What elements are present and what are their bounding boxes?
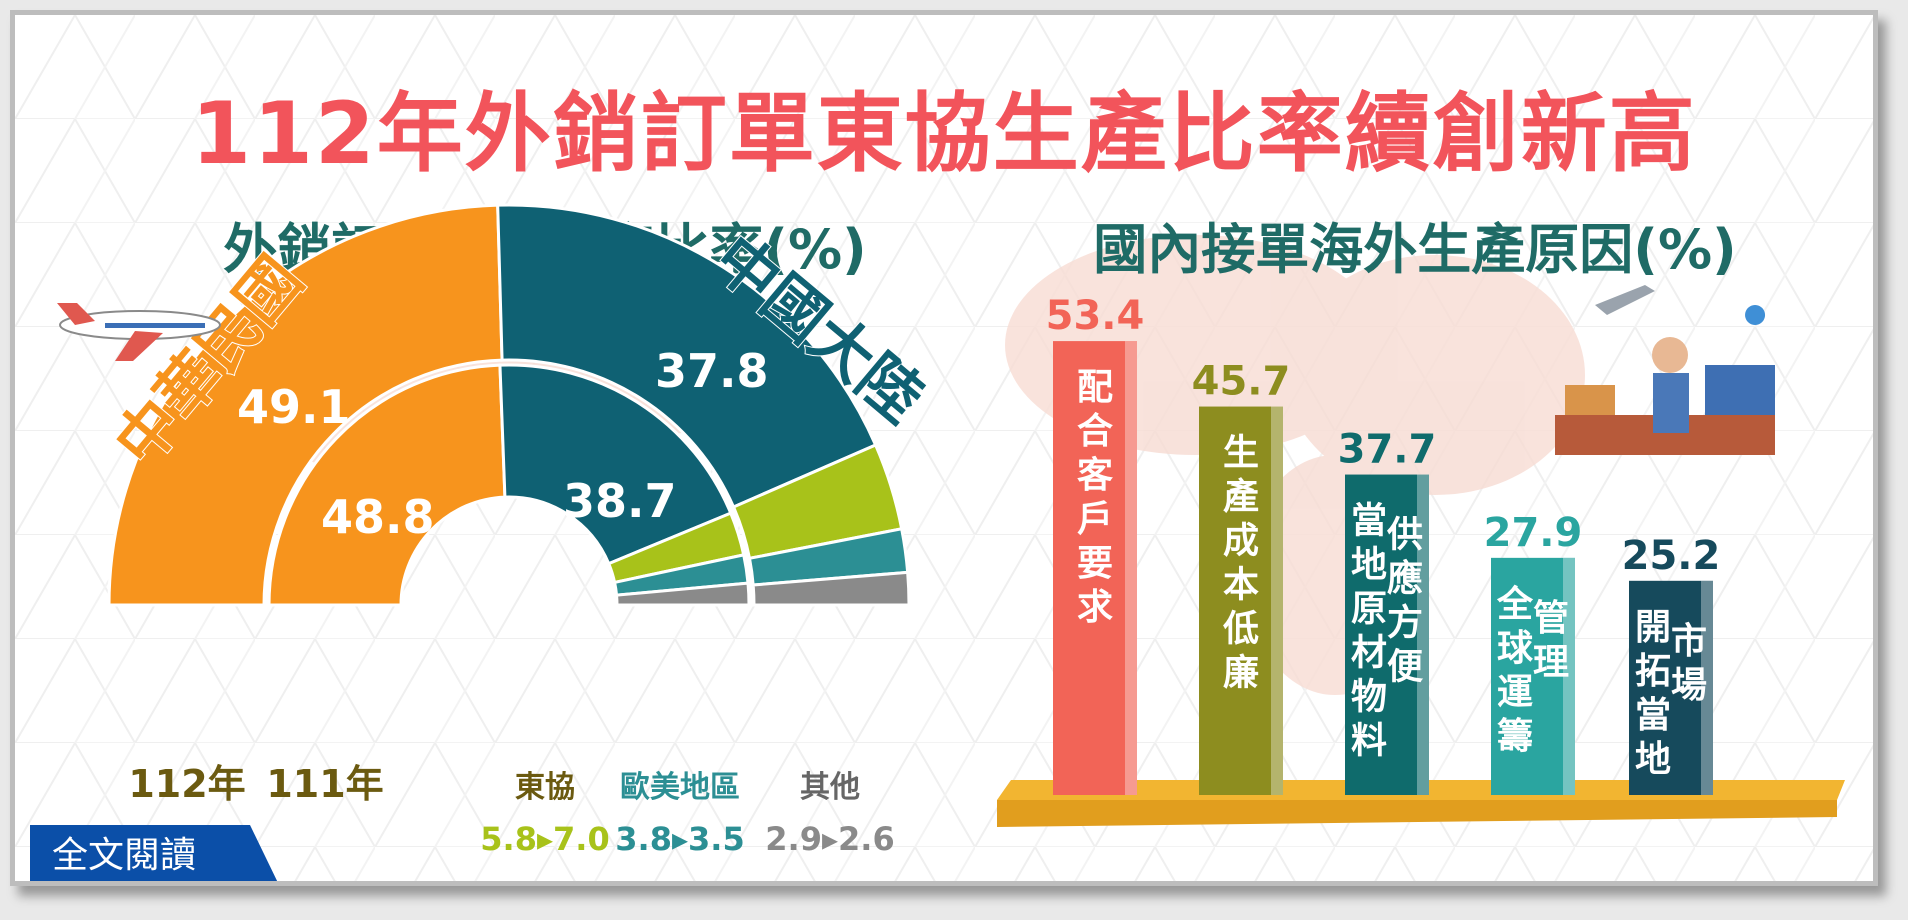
bar-value-label-1: 45.7	[1192, 359, 1291, 405]
value-label-china-112: 37.8	[655, 344, 769, 398]
bar-2	[1345, 474, 1429, 795]
right-chart-title: 國內接單海外生產原因(%)	[1093, 218, 1737, 281]
bar-text-2-1-5: 料	[1351, 721, 1387, 762]
bar-text-2-1-3: 材	[1351, 633, 1387, 674]
bar-text-0-0-1: 合	[1077, 411, 1113, 452]
overseas-reason-bar-chart: 53.4配合客戶要求45.7生產成本低廉37.7供應方便當地原材物料27.9管理…	[997, 285, 1845, 827]
year-label-111: 111年	[266, 762, 383, 806]
bar-text-3-1-0: 全	[1496, 583, 1534, 625]
bar-1	[1199, 406, 1283, 795]
donut-slice-111年-其他	[614, 581, 751, 607]
bar-value-label-3: 27.9	[1484, 510, 1583, 556]
bar-text-4-0-0: 市	[1671, 621, 1707, 662]
year-label-112: 112年	[128, 762, 245, 806]
small-region-change-0: 5.8▸7.0	[480, 820, 609, 858]
bar-text-4-1-1: 拓	[1635, 651, 1671, 692]
bar-text-1-0-1: 產	[1223, 477, 1259, 518]
bar-shelf-front	[997, 800, 1837, 827]
bar-text-0-0-3: 戶	[1077, 499, 1113, 540]
bar-text-4-0-1: 場	[1671, 665, 1707, 706]
bar-highlight-1	[1271, 406, 1283, 795]
infographic-frame: 112年外銷訂單東協生產比率續創新高 外銷訂單各地生產比率(%) 國內接單海外生…	[10, 10, 1878, 886]
logistics-icon	[1555, 285, 1775, 455]
bar-text-3-1-3: 籌	[1497, 716, 1533, 757]
bar-text-0-0-2: 客	[1077, 455, 1113, 496]
bar-text-1-0-4: 低	[1223, 609, 1259, 650]
bar-value-label-4: 25.2	[1622, 533, 1721, 579]
bar-text-1-0-0: 生	[1223, 433, 1259, 474]
bar-text-1-0-2: 成	[1223, 521, 1259, 562]
bar-text-2-1-4: 物	[1351, 677, 1387, 718]
small-region-name-2: 其他	[800, 770, 860, 805]
bar-text-2-0-3: 便	[1387, 647, 1424, 688]
bar-value-label-0: 53.4	[1046, 293, 1145, 339]
donut-slice-112年-其他	[751, 570, 911, 607]
bar-highlight-2	[1417, 474, 1429, 795]
bar-text-3-0-0: 管	[1533, 598, 1569, 639]
donut-slice-111年-中華民國	[267, 363, 507, 607]
donut-slice-112年-中國大陸	[496, 203, 878, 509]
bar-text-4-1-0: 開	[1635, 607, 1671, 648]
bar-3	[1491, 557, 1575, 795]
bar-text-2-1-2: 原	[1351, 589, 1387, 630]
bar-text-3-0-1: 理	[1533, 642, 1569, 683]
bar-text-0-0-5: 求	[1077, 587, 1113, 628]
small-region-name-1: 歐美地區	[620, 770, 740, 805]
bar-text-2-1-0: 當	[1351, 501, 1387, 542]
main-title: 112年外銷訂單東協生產比率續創新高	[191, 84, 1697, 184]
bar-highlight-3	[1563, 557, 1575, 795]
value-label-taiwan-112: 49.1	[237, 380, 351, 434]
donut-slice-111年-中國大陸	[498, 363, 733, 566]
bar-text-2-0-0: 供	[1387, 515, 1423, 556]
bar-text-3-1-1: 球	[1497, 628, 1534, 669]
value-label-taiwan-111: 48.8	[321, 490, 435, 544]
bar-highlight-0	[1125, 341, 1137, 795]
bar-text-1-0-5: 廉	[1223, 653, 1259, 694]
airplane-icon	[57, 303, 221, 361]
value-label-china-111: 38.7	[563, 474, 677, 528]
bar-text-2-0-1: 應	[1387, 558, 1423, 600]
bar-value-label-2: 37.7	[1338, 427, 1437, 473]
bar-text-4-1-2: 當	[1635, 695, 1671, 736]
bar-4	[1629, 580, 1713, 795]
bar-highlight-4	[1701, 580, 1713, 795]
bar-text-0-0-4: 要	[1077, 543, 1113, 584]
small-region-change-2: 2.9▸2.6	[765, 820, 894, 858]
bar-text-0-0-0: 配	[1077, 367, 1113, 408]
donut-slice-112年-中華民國	[107, 203, 504, 607]
bar-0	[1053, 341, 1137, 795]
bar-text-4-1-3: 地	[1635, 739, 1671, 780]
read-full-text-button[interactable]: 全文閱讀	[30, 825, 280, 881]
bar-text-3-1-2: 運	[1497, 672, 1533, 713]
bar-text-2-1-1: 地	[1351, 545, 1387, 586]
small-region-name-0: 東協	[515, 770, 575, 805]
small-region-change-1: 3.8▸3.5	[615, 820, 744, 858]
bar-text-1-0-3: 本	[1223, 565, 1259, 606]
bar-text-2-0-2: 方	[1387, 603, 1423, 644]
